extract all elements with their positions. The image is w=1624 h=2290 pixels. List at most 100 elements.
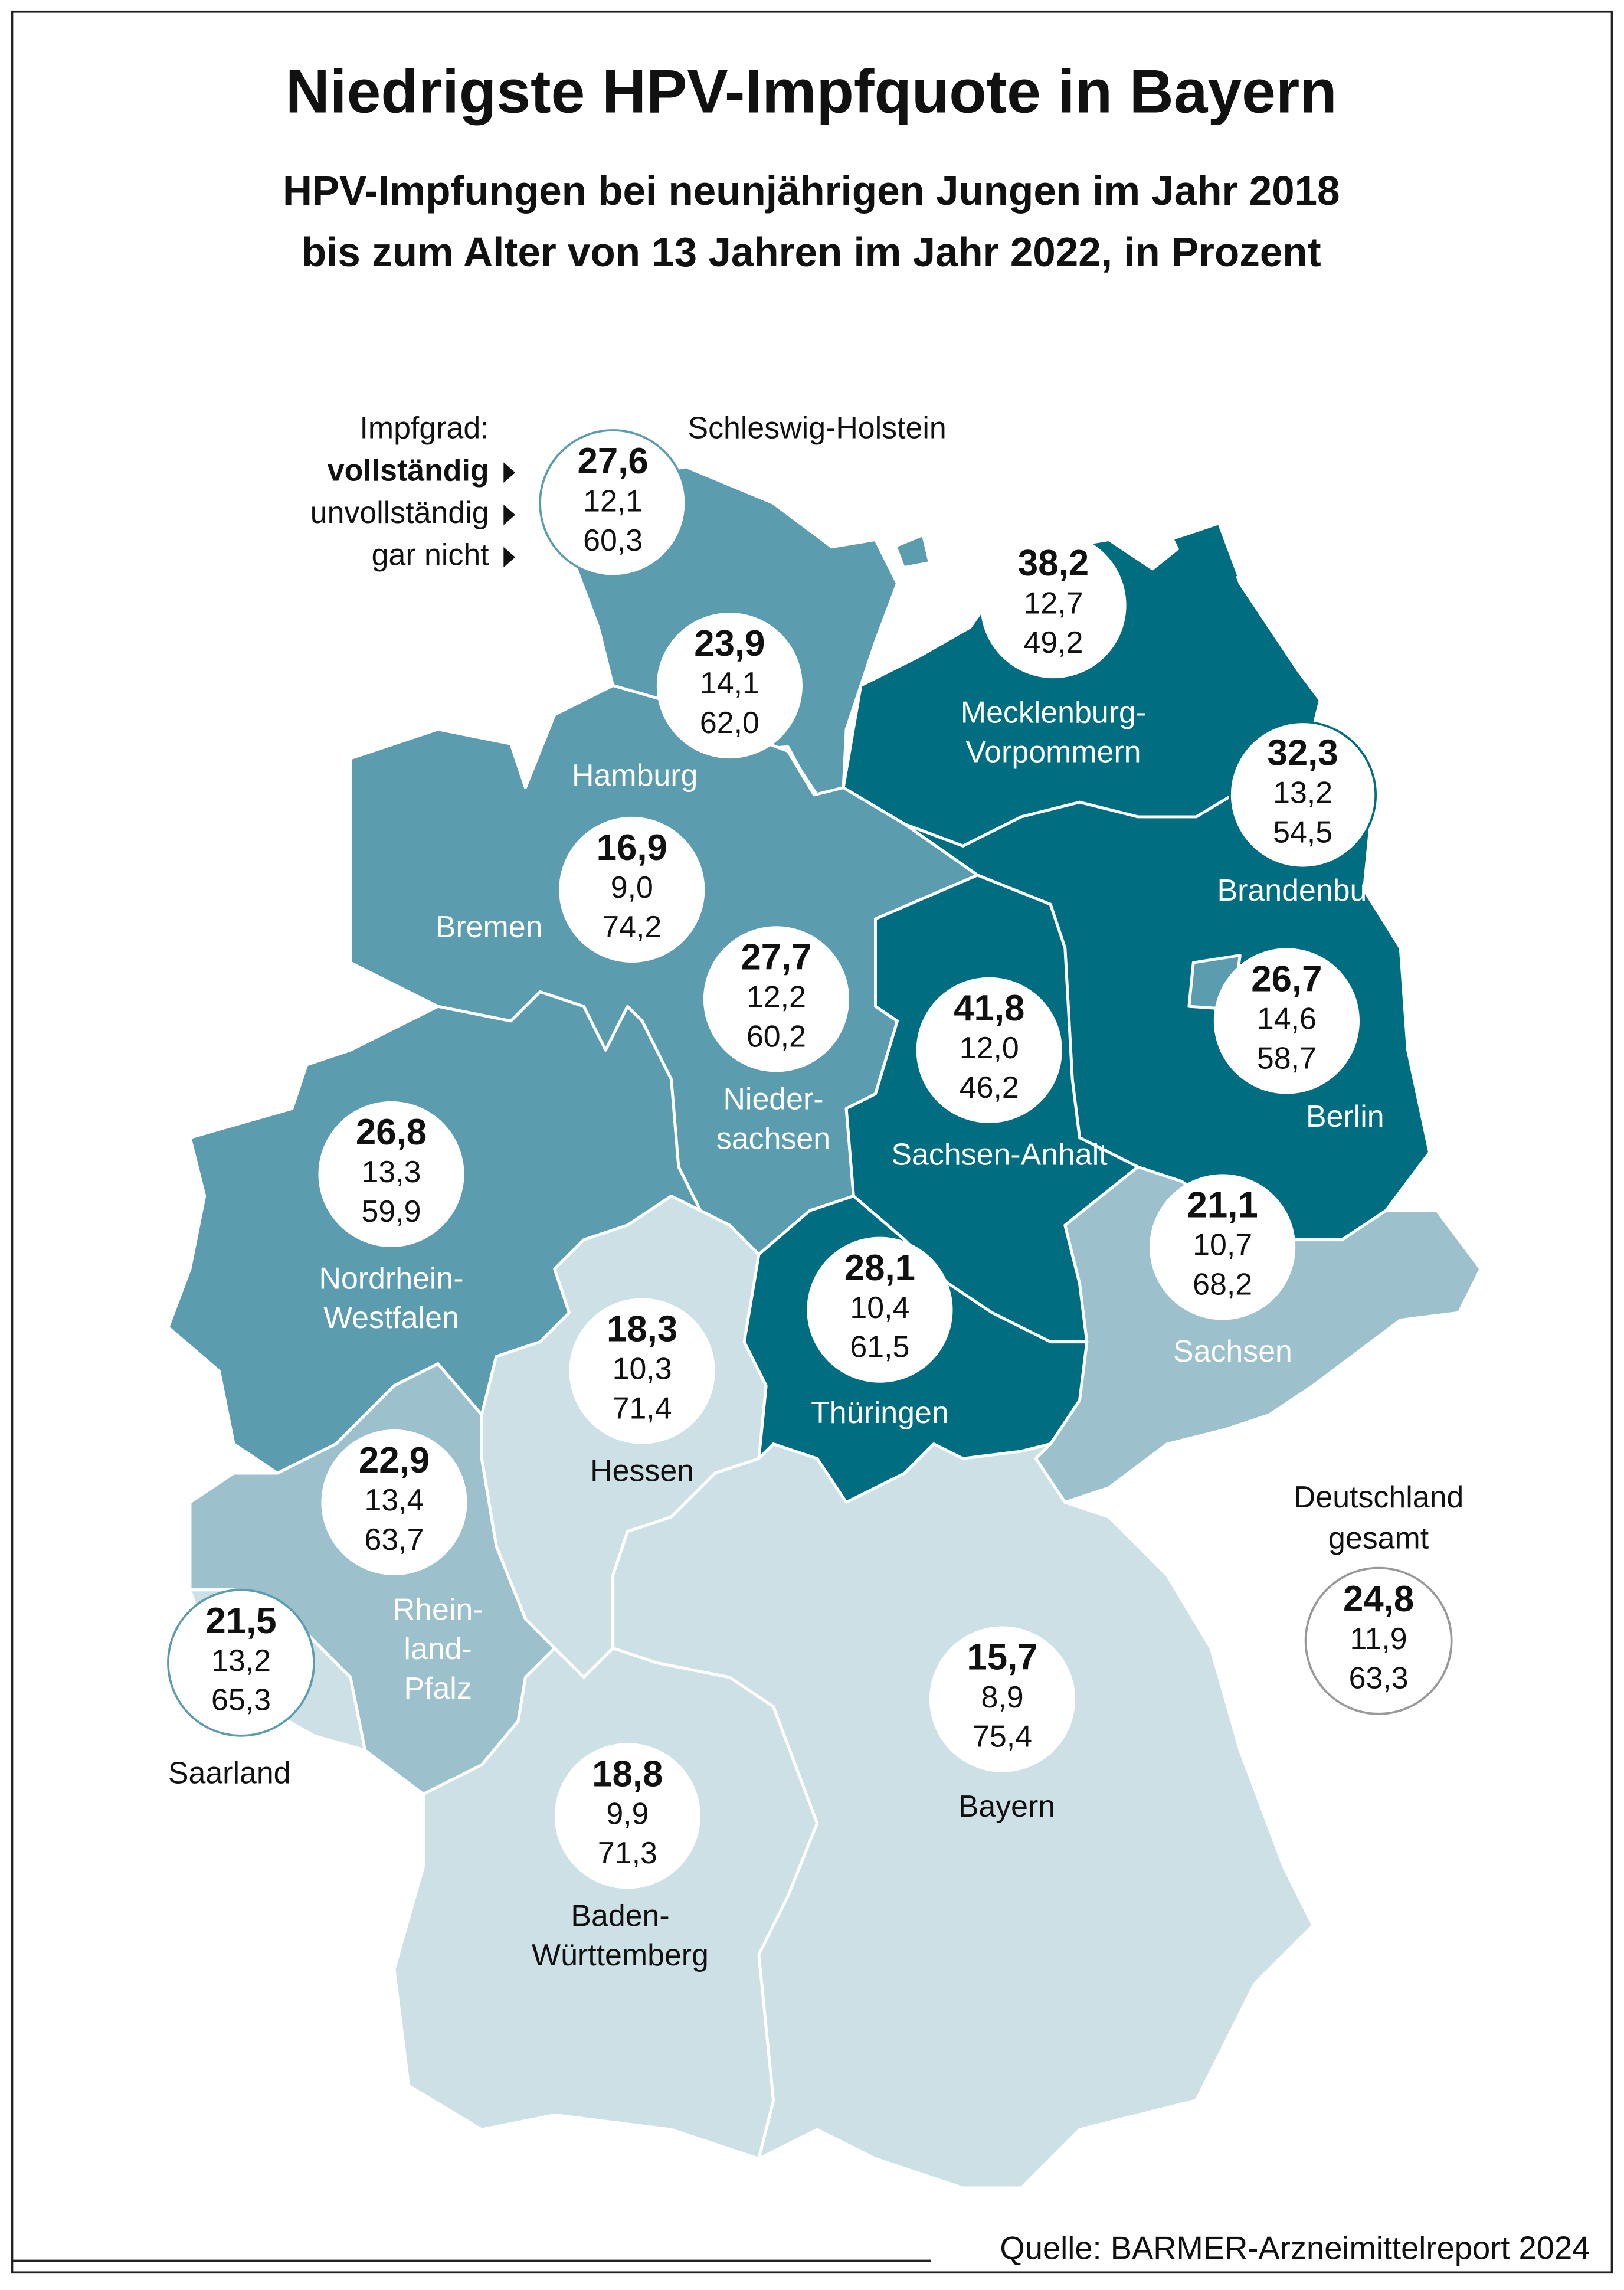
- region-name: Berlin: [1306, 1099, 1384, 1133]
- region-name: Vorpommern: [966, 734, 1141, 768]
- value-circle: [929, 1626, 1076, 1772]
- value-circle: [1229, 721, 1377, 869]
- value-complete: 18,8: [592, 1754, 663, 1794]
- value-circle: [321, 1429, 467, 1576]
- total-name: gesamt: [1328, 1520, 1429, 1555]
- region-name: Nieder-: [723, 1082, 823, 1116]
- value-incomplete: 12,7: [1024, 585, 1083, 620]
- subtitle: HPV-Impfungen bei neunjährigen Jungen im…: [283, 168, 1340, 214]
- value-complete: 18,3: [607, 1309, 677, 1350]
- value-none: 71,4: [613, 1391, 672, 1425]
- legend-item: gar nicht: [372, 538, 490, 572]
- value-incomplete: 12,1: [583, 483, 643, 518]
- value-incomplete: 11,9: [1350, 1621, 1407, 1656]
- value-complete: 21,1: [1187, 1185, 1258, 1226]
- value-circle: [703, 926, 850, 1072]
- value-incomplete: 8,9: [981, 1680, 1023, 1714]
- region-name: Thüringen: [811, 1395, 949, 1429]
- region-name: Westfalen: [323, 1300, 459, 1334]
- value-circle: [916, 977, 1062, 1123]
- value-none: 65,3: [211, 1683, 271, 1717]
- value-incomplete: 13,3: [362, 1154, 421, 1189]
- frame: [11, 10, 1613, 2274]
- island: [1174, 525, 1237, 584]
- value-incomplete: 12,0: [960, 1030, 1019, 1065]
- region-name: land-: [404, 1631, 472, 1666]
- value-none: 62,0: [700, 705, 759, 740]
- title: Niedrigste HPV-Impfquote in Bayern: [286, 57, 1337, 126]
- value-incomplete: 13,4: [364, 1483, 424, 1517]
- value-incomplete: 9,0: [611, 870, 653, 904]
- legend-arrow: [503, 462, 516, 483]
- value-complete: 41,8: [954, 988, 1024, 1029]
- value-incomplete: 14,1: [700, 666, 759, 700]
- value-incomplete: 14,6: [1257, 1002, 1317, 1036]
- value-circle: [569, 1298, 715, 1444]
- region-name: Sachsen-Anhalt: [891, 1137, 1108, 1171]
- island: [897, 536, 928, 566]
- value-incomplete: 10,3: [613, 1352, 672, 1386]
- value-circle: [559, 816, 705, 963]
- value-incomplete: 9,9: [606, 1796, 649, 1830]
- value-complete: 22,9: [359, 1440, 430, 1481]
- region-name: sachsen: [716, 1121, 830, 1155]
- value-complete: 27,6: [578, 441, 649, 482]
- region-name: Bremen: [436, 910, 543, 944]
- value-circle: [807, 1236, 953, 1383]
- value-incomplete: 13,2: [211, 1643, 271, 1677]
- value-circle: [1304, 1566, 1453, 1715]
- value-complete: 21,5: [205, 1601, 276, 1641]
- region-name: Saarland: [168, 1755, 291, 1790]
- value-complete: 26,7: [1251, 958, 1322, 999]
- legend-item: unvollständig: [310, 495, 489, 529]
- value-incomplete: 13,2: [1273, 776, 1332, 810]
- total-name: Deutschland: [1294, 1480, 1463, 1514]
- value-none: 74,2: [602, 910, 662, 944]
- value-none: 49,2: [1024, 625, 1083, 659]
- value-circle: [1213, 948, 1360, 1094]
- value-complete: 16,9: [597, 827, 667, 868]
- value-complete: 28,1: [844, 1248, 915, 1288]
- region-name: Baden-: [571, 1898, 669, 1932]
- value-none: 46,2: [960, 1070, 1019, 1104]
- value-complete: 23,9: [694, 623, 765, 664]
- value-complete: 15,7: [967, 1637, 1037, 1678]
- region-name: Schleswig-Holstein: [688, 411, 947, 445]
- value-none: 54,5: [1273, 814, 1332, 849]
- region-name: Hessen: [590, 1454, 694, 1488]
- value-circle: [554, 1743, 700, 1889]
- value-none: 75,4: [973, 1719, 1032, 1753]
- region-name: Bayern: [958, 1789, 1055, 1823]
- value-incomplete: 12,2: [746, 980, 806, 1014]
- value-none: 71,3: [598, 1836, 657, 1870]
- region-name: Pfalz: [404, 1671, 472, 1705]
- legend-arrow: [503, 505, 516, 525]
- region-name: Hamburg: [572, 758, 698, 792]
- value-none: 63,7: [364, 1522, 424, 1556]
- region-name: Sachsen: [1173, 1334, 1292, 1368]
- value-none: 58,7: [1257, 1041, 1317, 1075]
- value-none: 68,2: [1193, 1267, 1252, 1301]
- value-circle: [318, 1101, 464, 1247]
- value-complete: 38,2: [1018, 543, 1089, 584]
- map-shapes: [166, 465, 1482, 2190]
- value-circle: [167, 1588, 315, 1737]
- region-name: Mecklenburg-: [961, 695, 1146, 729]
- value-circle: [539, 429, 687, 578]
- value-circle: [1150, 1174, 1296, 1320]
- value-complete: 26,8: [356, 1112, 427, 1153]
- region-shape: [392, 1647, 819, 2160]
- value-none: 61,5: [850, 1330, 909, 1364]
- value-incomplete: 10,7: [1193, 1228, 1252, 1262]
- value-none: 60,3: [583, 523, 643, 557]
- region-name: Rhein-: [393, 1592, 483, 1626]
- legend-title: Impfgrad:: [359, 411, 489, 445]
- region-name: Brandenburg: [1217, 873, 1394, 907]
- legend-item: vollständig: [328, 453, 489, 487]
- legend-arrow: [503, 547, 516, 568]
- map-labels: Niedrigste HPV-Impfquote in Bayern HPV-Im…: [12, 57, 1590, 2266]
- value-circle: [656, 612, 803, 759]
- value-none: 59,9: [362, 1194, 421, 1228]
